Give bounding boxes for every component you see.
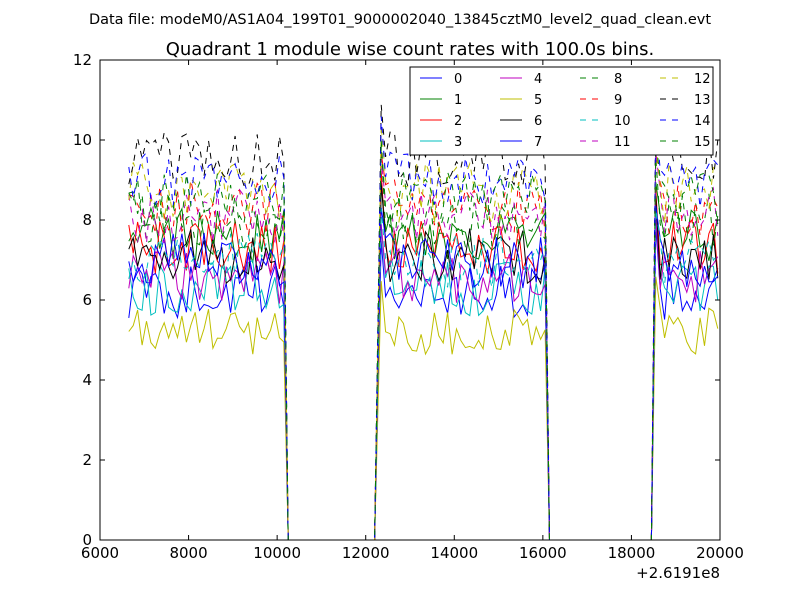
- legend-label: 9: [614, 93, 622, 108]
- series-line-8: [128, 146, 719, 540]
- legend-label: 7: [534, 135, 542, 150]
- x-tick-label: 10000: [253, 544, 301, 562]
- y-tick-label: 8: [82, 211, 92, 229]
- x-axis: 6000 8000 10000 12000 14000 16000 18000 20000: [81, 60, 744, 562]
- y-tick-label: 4: [82, 371, 92, 389]
- series-line-7: [128, 206, 719, 540]
- series-line-14: [128, 116, 719, 540]
- x-tick-label: 18000: [608, 544, 656, 562]
- x-tick-label: 6000: [81, 544, 119, 562]
- x-tick-label: 8000: [169, 544, 207, 562]
- series-layer: [128, 104, 719, 540]
- legend-label: 8: [614, 72, 622, 87]
- y-tick-label: 0: [82, 531, 92, 549]
- series-line-2: [128, 171, 719, 540]
- legend-label: 4: [534, 72, 542, 87]
- legend-label: 12: [694, 72, 711, 87]
- series-line-5: [128, 276, 719, 540]
- legend-label: 0: [454, 72, 462, 87]
- x-tick-label: 16000: [519, 544, 567, 562]
- x-tick-label: 12000: [342, 544, 390, 562]
- x-tick-label: 20000: [696, 544, 744, 562]
- series-line-3: [128, 213, 719, 540]
- data-file-title: Data file: modeM0/AS1A04_199T01_90000020…: [89, 12, 711, 28]
- legend-label: 13: [694, 93, 711, 108]
- series-line-9: [128, 151, 719, 540]
- legend-label: 11: [614, 135, 631, 150]
- y-tick-label: 10: [73, 131, 92, 149]
- legend-label: 1: [454, 93, 462, 108]
- series-line-15: [128, 139, 719, 540]
- series-line-0: [128, 226, 719, 540]
- legend-label: 5: [534, 93, 542, 108]
- y-tick-label: 12: [73, 51, 92, 69]
- chart-title: Quadrant 1 module wise count rates with …: [166, 39, 655, 60]
- series-line-12: [128, 124, 719, 540]
- legend-label: 3: [454, 135, 462, 150]
- x-tick-label: 14000: [430, 544, 478, 562]
- x-offset-label: +2.6191e8: [636, 564, 720, 582]
- legend-label: 14: [694, 114, 711, 129]
- legend-label: 6: [534, 114, 542, 129]
- legend-box: [409, 66, 714, 156]
- legend-label: 10: [614, 114, 631, 129]
- legend-label: 2: [454, 114, 462, 129]
- series-line-13: [128, 104, 719, 540]
- y-tick-label: 6: [82, 291, 92, 309]
- y-tick-label: 2: [82, 451, 92, 469]
- legend-label: 15: [694, 135, 711, 150]
